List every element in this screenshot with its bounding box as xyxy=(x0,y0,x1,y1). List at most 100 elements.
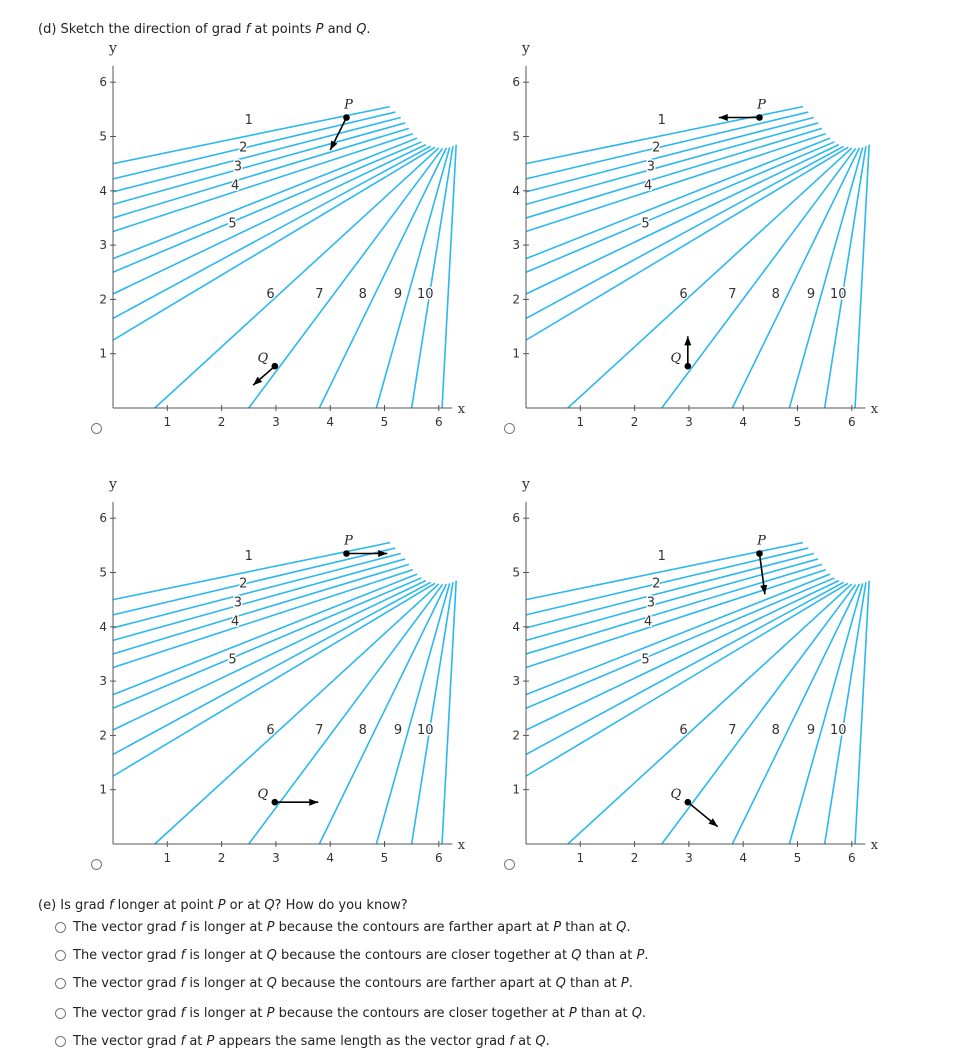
question-e: (e) Is grad f longer at point P or at Q?… xyxy=(38,898,408,913)
point-q-label: Q xyxy=(670,787,681,802)
contour-label: 7 xyxy=(315,723,323,738)
contour-line xyxy=(525,133,826,233)
contour-label: 2 xyxy=(239,140,247,155)
contour-line xyxy=(112,127,410,219)
x-tick-label: 5 xyxy=(381,415,389,429)
contour-label: 10 xyxy=(830,287,847,302)
gradient-p-point xyxy=(756,114,763,121)
contour-line xyxy=(661,583,857,845)
contour-label: 3 xyxy=(647,159,655,174)
contour-line xyxy=(525,569,826,669)
contour-line xyxy=(525,582,849,777)
contour-line xyxy=(112,146,436,341)
x-tick-label: 6 xyxy=(435,851,443,865)
y-tick-label: 5 xyxy=(99,130,107,144)
contour-line xyxy=(112,141,422,273)
contour-line xyxy=(823,146,867,409)
contour-label: 4 xyxy=(644,614,652,629)
point-p-label: P xyxy=(756,533,766,548)
y-tick-label: 1 xyxy=(99,783,107,797)
option-e-4-label: The vector grad f is longer at P because… xyxy=(73,1006,647,1021)
option-e-2[interactable]: The vector grad f is longer at Q because… xyxy=(55,948,648,963)
x-tick-label: 4 xyxy=(326,851,334,865)
y-tick-label: 5 xyxy=(99,566,107,580)
contour-line xyxy=(410,582,454,845)
contour-line xyxy=(375,583,451,845)
contour-line xyxy=(525,573,831,696)
contour-plot-bottom-right: 1 2 3 4 5 6 1 2 3 4 5 6 x y 1 2 3 4 5 6 7 8 9 10 P Q xyxy=(512,476,878,865)
radio-option-e-5[interactable] xyxy=(55,1036,66,1047)
contour-line xyxy=(112,558,406,642)
gradient-q-point xyxy=(684,798,692,806)
gradient-p-arrow-head xyxy=(760,584,768,595)
option-e-3[interactable]: The vector grad f is longer at Q because… xyxy=(55,976,633,991)
x-axis-label: x xyxy=(871,402,879,417)
contour-line xyxy=(525,577,835,709)
y-tick-label: 1 xyxy=(512,783,520,797)
contour-line xyxy=(112,582,436,777)
y-tick-label: 3 xyxy=(99,238,107,252)
gradient-q-arrow-head xyxy=(309,798,319,806)
y-axis-label: y xyxy=(108,40,117,56)
question-e-text-3: or at xyxy=(225,898,265,913)
contour-line xyxy=(525,116,814,193)
contour-label: 3 xyxy=(234,595,242,610)
contour-line xyxy=(567,583,853,845)
y-axis-label: y xyxy=(521,40,530,56)
point-q-label: Q xyxy=(257,351,268,366)
radio-option-e-1[interactable] xyxy=(55,922,66,933)
y-tick-label: 3 xyxy=(99,674,107,688)
contour-label: 7 xyxy=(728,287,736,302)
y-tick-label: 1 xyxy=(512,347,520,361)
contour-line xyxy=(112,122,406,206)
gradient-p-point xyxy=(343,114,350,121)
x-tick-label: 6 xyxy=(848,851,856,865)
contour-label: 7 xyxy=(315,287,323,302)
x-tick-label: 4 xyxy=(326,415,334,429)
question-e-text-2: longer at point xyxy=(113,898,218,913)
radio-plot-top-right[interactable] xyxy=(504,423,515,434)
y-axis-label: y xyxy=(521,476,530,492)
point-p-label: P xyxy=(343,97,353,112)
contour-plot-bottom-left: 1 2 3 4 5 6 1 2 3 4 5 6 x y 1 2 3 4 5 6 7 8 9 10 P Q xyxy=(99,476,465,865)
contour-label: 9 xyxy=(394,287,402,302)
contour-label: 6 xyxy=(266,723,274,738)
radio-option-e-4[interactable] xyxy=(55,1008,66,1019)
contour-label: 4 xyxy=(231,614,239,629)
radio-plot-bottom-left[interactable] xyxy=(91,859,102,870)
question-d-period: . xyxy=(366,22,371,37)
x-tick-label: 1 xyxy=(576,415,584,429)
option-e-2-label: The vector grad f is longer at Q because… xyxy=(73,948,649,963)
contour-label: 9 xyxy=(394,723,402,738)
radio-option-e-2[interactable] xyxy=(55,950,66,961)
contour-line xyxy=(788,147,864,409)
contour-label: 5 xyxy=(228,216,236,231)
gradient-q-point xyxy=(271,798,279,806)
x-tick-label: 6 xyxy=(848,415,856,429)
y-tick-label: 6 xyxy=(99,75,107,89)
y-tick-label: 6 xyxy=(99,511,107,525)
option-e-3-label: The vector grad f is longer at Q because… xyxy=(73,976,633,991)
x-tick-label: 1 xyxy=(163,415,171,429)
option-e-1[interactable]: The vector grad f is longer at P because… xyxy=(55,920,630,935)
y-tick-label: 4 xyxy=(512,184,520,198)
contour-plot-top-right: 1 2 3 4 5 6 1 2 3 4 5 6 x y 1 2 3 4 5 6 7 8 9 10 P Q xyxy=(512,40,879,429)
p-symbol: P xyxy=(315,22,324,37)
radio-option-e-3[interactable] xyxy=(55,978,66,989)
contour-line xyxy=(410,146,454,409)
contour-line xyxy=(318,147,448,409)
contour-label: 10 xyxy=(417,287,434,302)
radio-plot-bottom-right[interactable] xyxy=(504,859,515,870)
radio-plot-top-left[interactable] xyxy=(91,423,102,434)
gradient-p-arrow-head xyxy=(718,113,728,121)
gradient-p-point xyxy=(343,550,350,557)
contour-line xyxy=(525,122,819,206)
gradient-q-arrow-head xyxy=(708,818,718,827)
option-e-5[interactable]: The vector grad f at P appears the same … xyxy=(55,1034,550,1049)
contour-line xyxy=(112,552,401,629)
contour-line xyxy=(823,582,867,845)
contour-line xyxy=(854,144,870,409)
contour-line xyxy=(112,569,413,669)
option-e-4[interactable]: The vector grad f is longer at P because… xyxy=(55,1006,646,1021)
contour-label: 3 xyxy=(647,595,655,610)
